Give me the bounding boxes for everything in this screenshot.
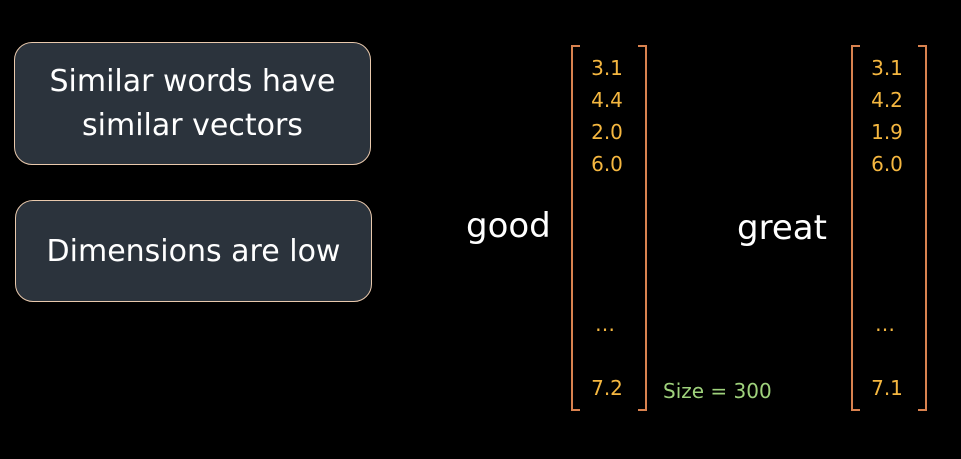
dimensions-low-card: Dimensions are low: [15, 200, 372, 302]
vector-value: 1.9: [871, 120, 903, 144]
vector-value: 3.1: [591, 56, 623, 80]
vector-value: 4.4: [591, 88, 623, 112]
card-line: Dimensions are low: [46, 233, 341, 269]
vector-ellipsis: …: [595, 312, 615, 336]
word-label-good: good: [466, 206, 551, 246]
vector-bracket-great: [851, 45, 927, 411]
vector-value: 4.2: [871, 88, 903, 112]
vector-ellipsis: …: [875, 312, 895, 336]
vector-bracket-good: [571, 45, 647, 411]
vector-value-last: 7.1: [871, 376, 903, 400]
vector-value-last: 7.2: [591, 376, 623, 400]
card-line: Similar words have: [49, 63, 336, 99]
vector-value: 6.0: [591, 152, 623, 176]
vector-value: 3.1: [871, 56, 903, 80]
vector-value: 6.0: [871, 152, 903, 176]
vector-value: 2.0: [591, 120, 623, 144]
vector-size-note: Size = 300: [663, 379, 772, 403]
card-line: similar vectors: [82, 107, 303, 143]
word-label-great: great: [737, 208, 827, 248]
similar-vectors-card: Similar words have similar vectors: [14, 42, 371, 165]
